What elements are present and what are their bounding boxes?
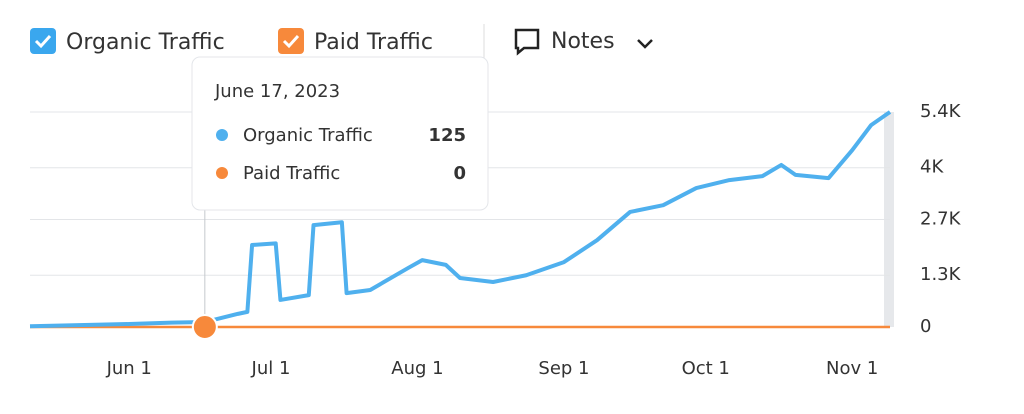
checkbox[interactable] <box>30 28 56 54</box>
tooltip-date: June 17, 2023 <box>214 81 340 102</box>
y-tick-label: 2.7K <box>920 209 962 230</box>
notes-icon <box>514 28 540 56</box>
y-tick-label: 0 <box>920 316 931 337</box>
x-tick-label: Oct 1 <box>682 358 730 379</box>
tooltip-name: Paid Traffic <box>243 163 340 184</box>
series-line <box>29 110 892 329</box>
x-tick-label: Aug 1 <box>391 358 443 379</box>
x-tick-label: Sep 1 <box>538 358 589 379</box>
tooltip-dot <box>216 129 228 141</box>
check <box>34 34 52 49</box>
checkbox[interactable] <box>278 28 304 54</box>
legend-paid[interactable]: Paid Traffic <box>278 28 433 55</box>
y-tick-label: 4K <box>920 157 944 178</box>
tooltip-name: Organic Traffic <box>243 125 373 146</box>
check <box>282 34 300 49</box>
x-tick-label: Nov 1 <box>826 358 878 379</box>
plot: 0 1.3K 2.7K 4K 5.4K Jun 1 Jul 1 Aug 1 Sep 1 Oct 1… <box>29 101 962 379</box>
notes-button[interactable]: Notes <box>514 28 653 56</box>
x-tick-label: Jun 1 <box>106 358 152 379</box>
legend-label[interactable]: Organic Traffic <box>66 30 225 55</box>
y-tick-label: 1.3K <box>920 264 962 285</box>
tooltip: June 17, 2023 Organic Traffic 125 Paid T… <box>191 56 489 211</box>
y-tick-label: 5.4K <box>920 101 962 122</box>
notes-label[interactable]: Notes <box>551 29 615 54</box>
hover-marker <box>191 314 218 340</box>
legend-label[interactable]: Paid Traffic <box>314 30 433 55</box>
tooltip-value: 0 <box>453 163 466 184</box>
x-tick-label: Jul 1 <box>251 358 291 379</box>
tooltip-value: 125 <box>428 125 466 146</box>
chevron <box>637 39 653 49</box>
legend-organic[interactable]: Organic Traffic <box>30 28 225 55</box>
tooltip-box <box>191 56 489 211</box>
tooltip-dot <box>216 167 228 179</box>
